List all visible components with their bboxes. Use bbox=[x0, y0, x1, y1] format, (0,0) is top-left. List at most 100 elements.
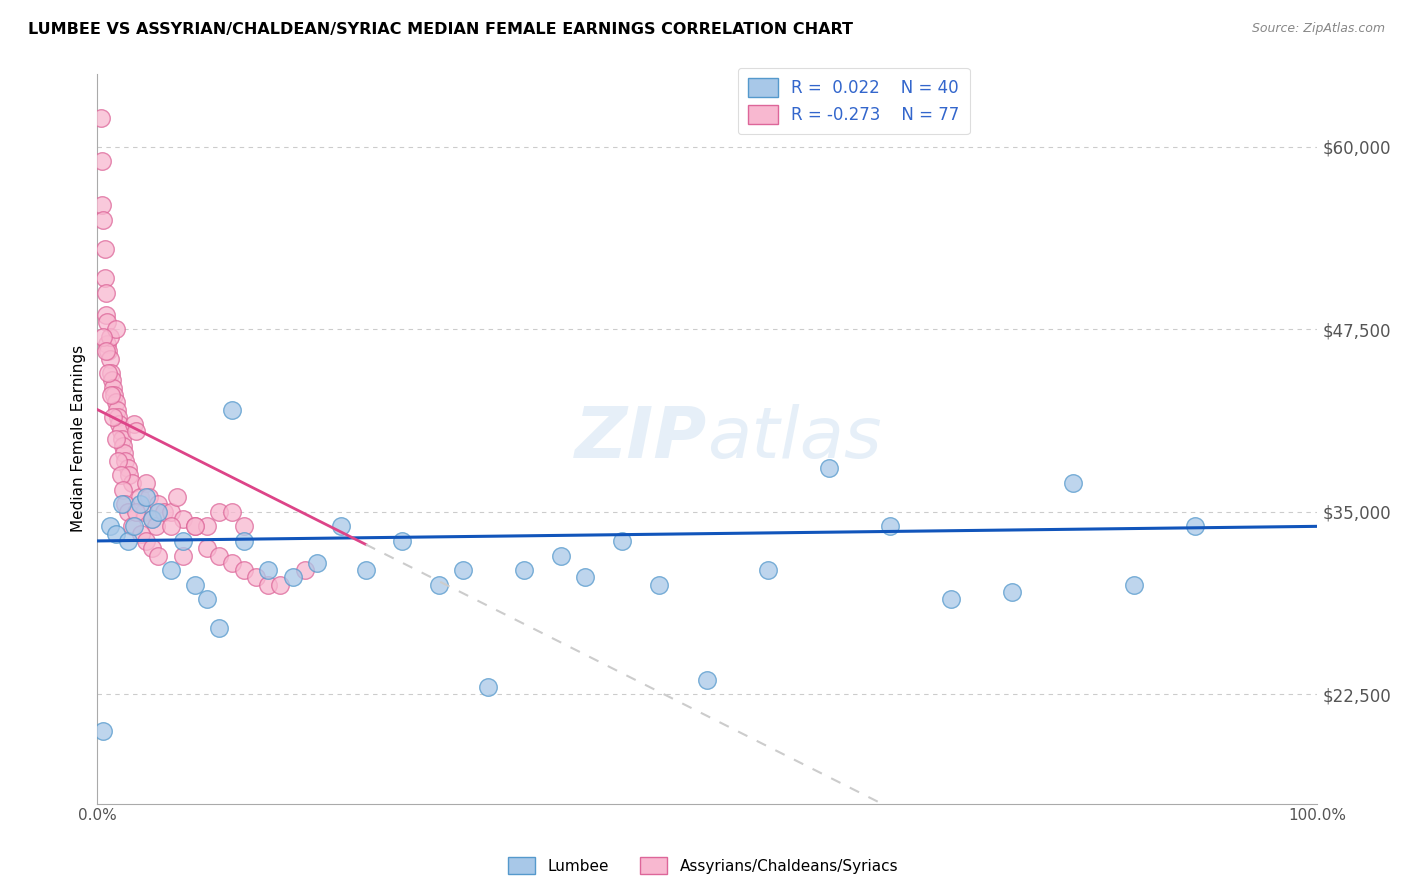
Point bbox=[117, 461, 139, 475]
Point bbox=[97, 366, 120, 380]
Point bbox=[1123, 578, 1146, 592]
Point bbox=[232, 563, 254, 577]
Point bbox=[453, 563, 475, 577]
Point bbox=[93, 212, 115, 227]
Point bbox=[145, 519, 167, 533]
Point bbox=[477, 680, 499, 694]
Point bbox=[184, 519, 207, 533]
Point bbox=[107, 409, 129, 424]
Point bbox=[129, 526, 152, 541]
Text: ZIP: ZIP bbox=[575, 404, 707, 474]
Point bbox=[121, 475, 143, 490]
Point bbox=[208, 505, 231, 519]
Point bbox=[257, 563, 280, 577]
Point bbox=[221, 402, 243, 417]
Point bbox=[93, 723, 115, 738]
Point bbox=[98, 519, 121, 533]
Point bbox=[879, 519, 901, 533]
Point bbox=[172, 512, 194, 526]
Point bbox=[91, 154, 114, 169]
Point bbox=[135, 533, 157, 548]
Point bbox=[114, 498, 136, 512]
Point bbox=[269, 578, 291, 592]
Point bbox=[104, 432, 127, 446]
Point bbox=[100, 366, 122, 380]
Text: atlas: atlas bbox=[707, 404, 882, 474]
Point bbox=[96, 315, 118, 329]
Point bbox=[121, 519, 143, 533]
Point bbox=[111, 498, 134, 512]
Point bbox=[141, 512, 163, 526]
Point bbox=[232, 519, 254, 533]
Text: Source: ZipAtlas.com: Source: ZipAtlas.com bbox=[1251, 22, 1385, 36]
Point bbox=[103, 381, 125, 395]
Point bbox=[94, 285, 117, 300]
Point bbox=[110, 425, 132, 439]
Point bbox=[117, 533, 139, 548]
Point bbox=[138, 490, 160, 504]
Point bbox=[610, 533, 633, 548]
Legend: R =  0.022    N = 40, R = -0.273    N = 77: R = 0.022 N = 40, R = -0.273 N = 77 bbox=[738, 68, 970, 135]
Point bbox=[141, 541, 163, 556]
Point bbox=[135, 475, 157, 490]
Point bbox=[330, 519, 353, 533]
Point bbox=[117, 505, 139, 519]
Point bbox=[129, 490, 152, 504]
Point bbox=[94, 308, 117, 322]
Point bbox=[103, 388, 125, 402]
Point bbox=[90, 111, 112, 125]
Point bbox=[101, 373, 124, 387]
Point bbox=[391, 533, 413, 548]
Point bbox=[756, 563, 779, 577]
Point bbox=[208, 549, 231, 563]
Point bbox=[294, 563, 316, 577]
Point bbox=[696, 673, 718, 687]
Point bbox=[135, 490, 157, 504]
Point bbox=[159, 505, 181, 519]
Point bbox=[108, 417, 131, 432]
Point bbox=[941, 592, 963, 607]
Legend: Lumbee, Assyrians/Chaldeans/Syriacs: Lumbee, Assyrians/Chaldeans/Syriacs bbox=[502, 851, 904, 880]
Point bbox=[232, 533, 254, 548]
Point bbox=[172, 549, 194, 563]
Point bbox=[1184, 519, 1206, 533]
Point bbox=[184, 519, 207, 533]
Point bbox=[93, 242, 115, 256]
Point bbox=[427, 578, 450, 592]
Point bbox=[195, 592, 218, 607]
Point bbox=[105, 402, 128, 417]
Point bbox=[513, 563, 536, 577]
Point bbox=[98, 329, 121, 343]
Point bbox=[114, 453, 136, 467]
Point bbox=[94, 344, 117, 359]
Point bbox=[103, 409, 125, 424]
Point bbox=[125, 505, 148, 519]
Point bbox=[111, 483, 134, 497]
Point bbox=[166, 490, 188, 504]
Point bbox=[104, 322, 127, 336]
Point bbox=[257, 578, 280, 592]
Point bbox=[1001, 585, 1024, 599]
Point bbox=[354, 563, 377, 577]
Point bbox=[148, 549, 170, 563]
Point bbox=[818, 461, 841, 475]
Point bbox=[184, 578, 207, 592]
Point bbox=[129, 498, 152, 512]
Point bbox=[550, 549, 572, 563]
Point bbox=[132, 505, 155, 519]
Point bbox=[141, 512, 163, 526]
Point bbox=[93, 329, 115, 343]
Point bbox=[305, 556, 328, 570]
Point bbox=[91, 198, 114, 212]
Point bbox=[107, 453, 129, 467]
Point bbox=[110, 468, 132, 483]
Point bbox=[96, 337, 118, 351]
Point bbox=[195, 541, 218, 556]
Point bbox=[245, 570, 267, 584]
Point bbox=[125, 425, 148, 439]
Point bbox=[159, 519, 181, 533]
Point bbox=[172, 533, 194, 548]
Point bbox=[574, 570, 596, 584]
Point bbox=[97, 344, 120, 359]
Point bbox=[159, 563, 181, 577]
